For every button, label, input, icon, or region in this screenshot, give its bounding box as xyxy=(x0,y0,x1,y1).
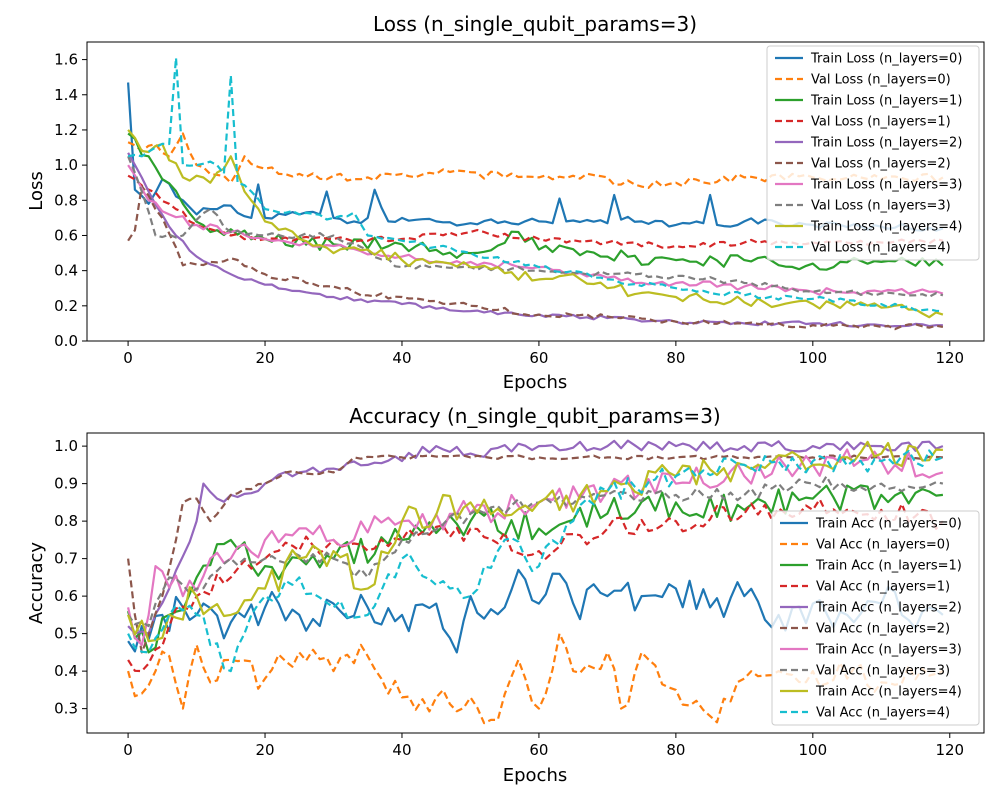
accuracy-lines xyxy=(127,439,944,725)
loss-axes-frame xyxy=(86,41,985,342)
y-tick-label: 1.2 xyxy=(54,121,78,139)
legend-box xyxy=(771,510,980,726)
x-tick-label: 0 xyxy=(123,741,133,759)
legend-entry: Val Loss (n_layers=3) xyxy=(811,199,951,214)
legend-entry: Train Loss (n_layers=4) xyxy=(810,220,962,235)
series-line xyxy=(127,129,944,319)
x-tick-label: 0 xyxy=(123,349,133,367)
legend-entry: Val Acc (n_layers=3) xyxy=(816,664,950,679)
series-line xyxy=(127,448,944,647)
series-line xyxy=(127,484,944,654)
accuracy-panel: Accuracy (n_single_qubit_params=3) Epoch… xyxy=(26,404,985,786)
legend-entry: Train Loss (n_layers=3) xyxy=(810,178,962,193)
legend-entry: Train Acc (n_layers=4) xyxy=(815,685,962,700)
legend-entry: Val Acc (n_layers=2) xyxy=(816,622,950,637)
y-tick-label: 1.0 xyxy=(54,437,78,455)
loss-ylabel: Loss xyxy=(26,171,47,210)
legend-entry: Val Acc (n_layers=4) xyxy=(816,706,950,721)
loss-panel: Loss (n_single_qubit_params=3) Epochs Lo… xyxy=(26,12,985,393)
legend-entry: Train Acc (n_layers=1) xyxy=(815,559,962,574)
y-tick-label: 1.0 xyxy=(54,156,78,174)
y-tick-label: 0.3 xyxy=(54,700,78,718)
y-tick-label: 0.4 xyxy=(54,262,78,280)
legend-entry: Train Loss (n_layers=0) xyxy=(810,52,962,67)
legend-entry: Train Loss (n_layers=2) xyxy=(810,136,962,151)
y-tick-label: 0.2 xyxy=(54,297,78,315)
accuracy-title: Accuracy (n_single_qubit_params=3) xyxy=(349,404,720,428)
legend-entry: Val Loss (n_layers=2) xyxy=(811,157,951,172)
accuracy-legend: Train Acc (n_layers=0) Val Acc (n_layers=… xyxy=(771,510,980,726)
series-line xyxy=(127,185,944,331)
x-tick-label: 40 xyxy=(392,349,411,367)
legend-entry: Train Acc (n_layers=3) xyxy=(815,643,962,658)
series-line xyxy=(127,56,943,313)
x-tick-label: 120 xyxy=(935,349,964,367)
legend-entry: Train Loss (n_layers=1) xyxy=(810,94,962,109)
legend-box xyxy=(766,45,980,261)
x-tick-label: 100 xyxy=(798,741,827,759)
legend-entry: Val Loss (n_layers=4) xyxy=(811,241,951,256)
x-tick-label: 60 xyxy=(529,349,548,367)
legend-entry: Train Acc (n_layers=0) xyxy=(815,517,962,532)
y-tick-label: 0.6 xyxy=(54,226,78,244)
legend-entry: Val Acc (n_layers=0) xyxy=(816,538,950,553)
x-tick-label: 100 xyxy=(798,349,827,367)
y-tick-label: 0.8 xyxy=(54,191,78,209)
x-tick-label: 80 xyxy=(666,741,685,759)
accuracy-ticks: 0 20 40 60 80 100 120 0.3 0.4 0.5 0.6 0.7 0.8 0.9 1.0 xyxy=(54,437,964,759)
y-tick-label: 0.5 xyxy=(54,625,78,643)
loss-title: Loss (n_single_qubit_params=3) xyxy=(373,12,697,36)
series-line xyxy=(127,475,944,628)
y-tick-label: 0.6 xyxy=(54,587,78,605)
accuracy-axes-frame xyxy=(86,432,985,734)
loss-ticks: 0 20 40 60 80 100 120 0.0 0.2 0.4 0.6 0.8 1.0 1.2 1.4 1… xyxy=(54,51,964,367)
y-tick-label: 0.4 xyxy=(54,662,78,680)
y-tick-label: 1.4 xyxy=(54,86,78,104)
x-tick-label: 120 xyxy=(935,741,964,759)
x-tick-label: 20 xyxy=(255,741,274,759)
y-tick-label: 0.8 xyxy=(54,512,78,530)
x-tick-label: 60 xyxy=(529,741,548,759)
series-line xyxy=(127,449,944,673)
y-tick-label: 0.7 xyxy=(54,550,78,568)
accuracy-xlabel: Epochs xyxy=(503,765,568,786)
legend-entry: Val Loss (n_layers=1) xyxy=(811,115,951,130)
series-line xyxy=(127,498,944,673)
legend-entry: Val Acc (n_layers=1) xyxy=(816,580,950,595)
y-tick-label: 1.6 xyxy=(54,51,78,69)
y-tick-label: 0.9 xyxy=(54,475,78,493)
x-tick-label: 20 xyxy=(255,349,274,367)
loss-legend: Train Loss (n_layers=0) Val Loss (n_layer… xyxy=(766,45,980,261)
accuracy-ylabel: Accuracy xyxy=(26,542,47,625)
y-tick-label: 0.0 xyxy=(54,332,78,350)
series-line xyxy=(127,439,944,635)
legend-entry: Train Acc (n_layers=2) xyxy=(815,601,962,616)
loss-xlabel: Epochs xyxy=(503,372,568,393)
legend-entry: Val Loss (n_layers=0) xyxy=(811,73,951,88)
x-tick-label: 40 xyxy=(392,741,411,759)
x-tick-label: 80 xyxy=(666,349,685,367)
series-line xyxy=(127,155,944,298)
